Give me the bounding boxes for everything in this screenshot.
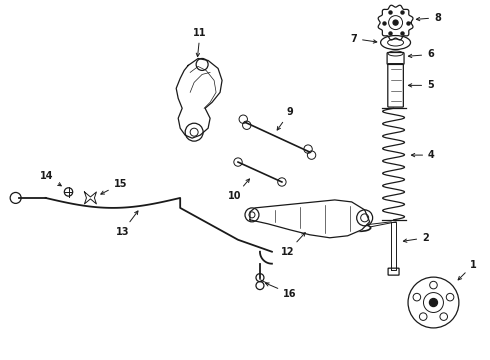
Polygon shape: [250, 200, 369, 238]
Text: 5: 5: [408, 80, 434, 90]
Text: 13: 13: [116, 211, 138, 237]
Text: 10: 10: [228, 179, 249, 201]
Circle shape: [429, 298, 438, 306]
Text: 7: 7: [350, 33, 377, 44]
Polygon shape: [378, 5, 413, 40]
Text: 15: 15: [101, 179, 127, 194]
Text: 14: 14: [40, 171, 61, 186]
Text: 8: 8: [416, 13, 441, 23]
Text: 4: 4: [412, 150, 435, 160]
Text: 6: 6: [408, 49, 434, 59]
Text: 1: 1: [458, 260, 477, 280]
Text: 3: 3: [321, 211, 344, 225]
Text: 11: 11: [194, 28, 207, 57]
Polygon shape: [84, 192, 97, 204]
Circle shape: [393, 20, 398, 25]
Text: 12: 12: [281, 233, 305, 257]
Text: 16: 16: [266, 283, 296, 298]
Text: 9: 9: [277, 107, 293, 130]
Polygon shape: [176, 58, 222, 138]
Text: 2: 2: [403, 233, 429, 243]
